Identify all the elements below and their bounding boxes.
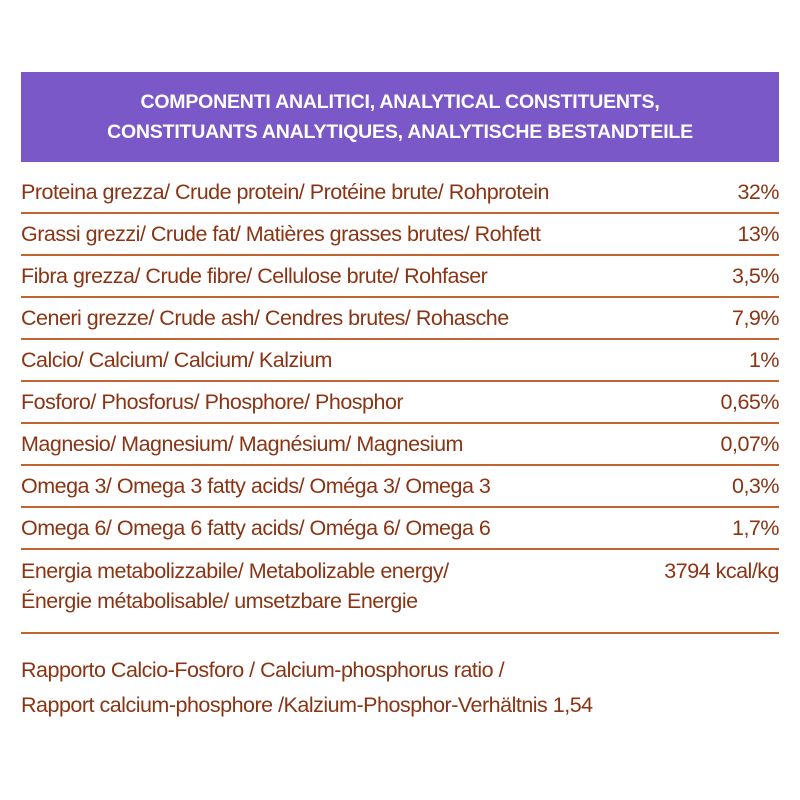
section-header: COMPONENTI ANALITICI, ANALYTICAL CONSTIT… [21,72,779,162]
table-row: Grassi grezzi/ Crude fat/ Matières grass… [21,214,779,256]
row-value: 1% [748,348,780,372]
row-label: Omega 3/ Omega 3 fatty acids/ Oméga 3/ O… [21,474,491,498]
row-value: 0,3% [731,474,780,498]
footer-line-2: Rapport calcium-phosphore /Kalzium-Phosp… [21,693,593,717]
row-value: 3,5% [731,264,780,288]
row-label: Ceneri grezze/ Crude ash/ Cendres brutes… [21,306,509,330]
row-label: Grassi grezzi/ Crude fat/ Matières grass… [21,222,541,246]
energy-label-line-2: Énergie métabolisable/ umsetzbare Energi… [21,589,418,613]
row-label: Fosforo/ Phosforus/ Phosphore/ Phosphor [21,390,404,414]
table-row: Proteina grezza/ Crude protein/ Protéine… [21,172,779,214]
row-value: 32% [737,180,779,204]
row-label: Proteina grezza/ Crude protein/ Protéine… [21,180,549,204]
row-label: Magnesio/ Magnesium/ Magnésium/ Magnesiu… [21,432,463,456]
energy-label: Energia metabolizzabile/ Metabolizable e… [21,556,449,616]
energy-value: 3794 kcal/kg [664,559,779,583]
table-row: Omega 6/ Omega 6 fatty acids/ Oméga 6/ O… [21,508,780,550]
constituents-table: Proteina grezza/ Crude protein/ Protéine… [21,172,780,634]
energy-row: Energia metabolizzabile/ Metabolizable e… [21,550,779,634]
footer-line-1: Rapporto Calcio-Fosforo / Calcium-phosph… [21,658,505,682]
table-row: Magnesio/ Magnesium/ Magnésium/ Magnesiu… [21,424,780,466]
table-row: Fibra grezza/ Crude fibre/ Cellulose bru… [21,256,780,298]
table-row: Ceneri grezze/ Crude ash/ Cendres brutes… [21,298,780,340]
calcium-phosphorus-ratio: Rapporto Calcio-Fosforo / Calcium-phosph… [21,653,791,723]
table-row: Omega 3/ Omega 3 fatty acids/ Oméga 3/ O… [21,466,780,508]
row-value: 7,9% [731,306,780,330]
row-label: Calcio/ Calcium/ Calcium/ Kalzium [21,348,332,372]
energy-label-line-1: Energia metabolizzabile/ Metabolizable e… [21,559,449,583]
row-value: 0,65% [720,390,780,414]
header-line-1: COMPONENTI ANALITICI, ANALYTICAL CONSTIT… [140,91,660,113]
row-value: 13% [737,222,779,246]
table-row: Fosforo/ Phosforus/ Phosphore/ Phosphor 0… [21,382,780,424]
header-line-2: CONSTITUANTS ANALYTIQUES, ANALYTISCHE BE… [107,121,693,143]
row-value: 1,7% [731,516,780,540]
row-label: Fibra grezza/ Crude fibre/ Cellulose bru… [21,264,488,288]
table-row: Calcio/ Calcium/ Calcium/ Kalzium 1% [21,340,780,382]
row-label: Omega 6/ Omega 6 fatty acids/ Oméga 6/ O… [21,516,491,540]
row-value: 0,07% [720,432,780,456]
